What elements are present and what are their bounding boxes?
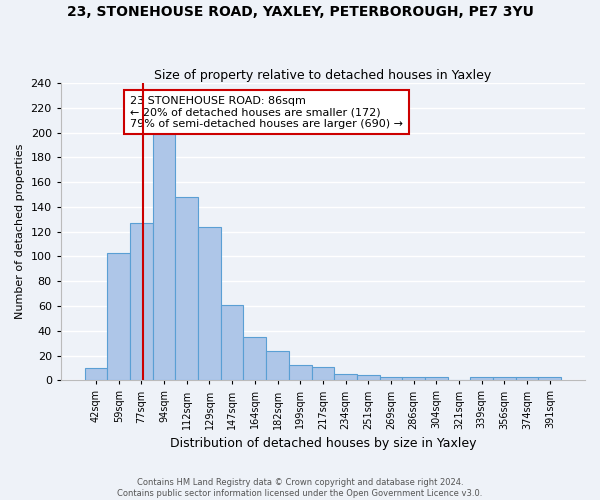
Text: 23, STONEHOUSE ROAD, YAXLEY, PETERBOROUGH, PE7 3YU: 23, STONEHOUSE ROAD, YAXLEY, PETERBOROUG… <box>67 5 533 19</box>
Bar <box>334 374 357 380</box>
Bar <box>198 227 221 380</box>
Bar <box>130 223 153 380</box>
Bar <box>311 366 334 380</box>
Bar <box>516 376 538 380</box>
Bar <box>493 376 516 380</box>
Bar <box>244 337 266 380</box>
Bar <box>425 376 448 380</box>
Bar <box>470 376 493 380</box>
Bar <box>175 197 198 380</box>
Bar <box>221 305 244 380</box>
Text: 23 STONEHOUSE ROAD: 86sqm
← 20% of detached houses are smaller (172)
79% of semi: 23 STONEHOUSE ROAD: 86sqm ← 20% of detac… <box>130 96 403 128</box>
Bar <box>85 368 107 380</box>
Title: Size of property relative to detached houses in Yaxley: Size of property relative to detached ho… <box>154 69 491 82</box>
Bar <box>266 350 289 380</box>
Y-axis label: Number of detached properties: Number of detached properties <box>15 144 25 320</box>
Bar <box>289 366 311 380</box>
Text: Contains HM Land Registry data © Crown copyright and database right 2024.
Contai: Contains HM Land Registry data © Crown c… <box>118 478 482 498</box>
Bar <box>538 376 561 380</box>
Bar <box>107 253 130 380</box>
Bar <box>403 376 425 380</box>
Bar <box>380 376 403 380</box>
X-axis label: Distribution of detached houses by size in Yaxley: Distribution of detached houses by size … <box>170 437 476 450</box>
Bar <box>357 376 380 380</box>
Bar <box>153 134 175 380</box>
